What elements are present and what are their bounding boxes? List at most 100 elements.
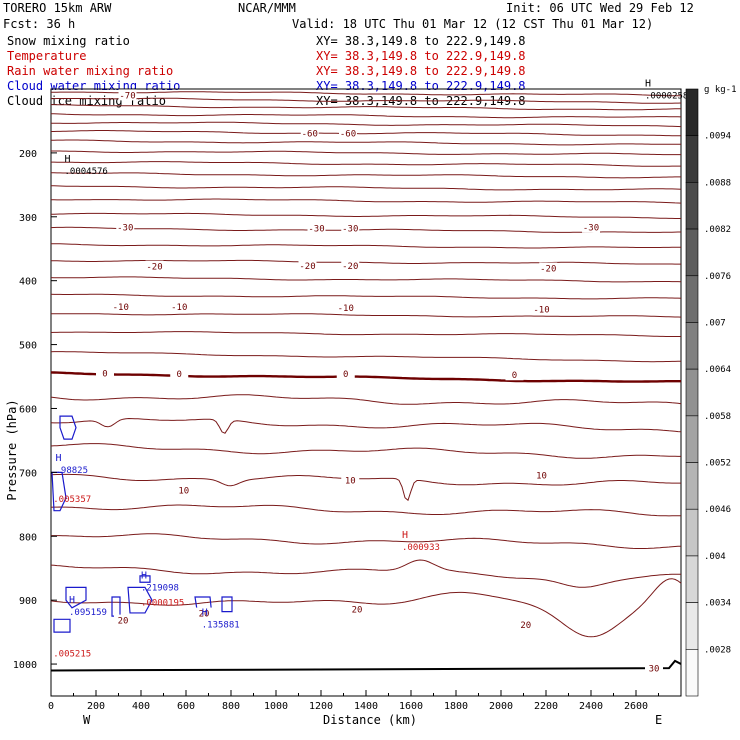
extremum-marker: H	[645, 79, 651, 90]
colorbar-swatch	[685, 508, 699, 557]
ground-line	[50, 659, 682, 672]
label-mask	[336, 302, 355, 314]
y-tick-label: 700	[19, 468, 37, 479]
legend-temperature: Temperature	[7, 49, 86, 63]
field-legend: Snow mixing ratio Temperature Rain water…	[7, 34, 526, 108]
isotherm-line	[50, 417, 682, 434]
label-mask	[341, 474, 360, 486]
y-tick-label: 300	[19, 213, 37, 224]
label-mask	[96, 367, 114, 379]
forecast-hour: Fcst: 36 h	[3, 17, 75, 31]
valid-time: Valid: 18 UTC Thu 01 Mar 12 (12 CST Thu …	[292, 17, 653, 31]
extremum-marker: H	[141, 571, 147, 582]
y-tick-label: 1000	[13, 660, 37, 671]
temperature-label: 30	[649, 665, 660, 675]
colorbar-label: .0028	[704, 645, 731, 655]
cloud-water-contour	[65, 586, 87, 609]
temperature-label: -30	[342, 224, 358, 234]
isotherm-line	[51, 104, 682, 111]
legend-rain: Rain water mixing ratio	[7, 64, 173, 78]
label-mask	[111, 300, 130, 312]
isotherm-line	[50, 351, 681, 363]
extremum-value: .000933	[402, 543, 440, 553]
xy-rain: XY= 38.3,149.8 to 222.9,149.8	[316, 64, 526, 78]
label-mask	[307, 222, 326, 234]
x-tick-label: 1200	[309, 701, 333, 712]
extremum-marker: H	[69, 595, 75, 606]
temperature-label: -30	[117, 224, 133, 234]
model-title: TORERO 15km ARW	[3, 1, 112, 15]
isotherm-line	[51, 130, 682, 137]
init-time: Init: 06 UTC Wed 29 Feb 12	[506, 1, 694, 15]
x-tick-label: 400	[132, 701, 150, 712]
temperature-label: -30	[308, 224, 324, 234]
temperature-label: -60	[340, 130, 356, 140]
x-tick-label: 0	[48, 701, 54, 712]
temperature-label: -30	[583, 224, 599, 234]
x-axis: 0 200 400 600 800 1000 1200 1400 1600 1800 2000 220…	[48, 690, 659, 712]
isotherm-line	[51, 313, 682, 318]
label-mask	[348, 603, 366, 615]
temperature-label: 20	[352, 606, 363, 616]
isotherm-line	[50, 559, 681, 588]
x-tick-label: 1800	[444, 701, 468, 712]
temperature-label: 10	[536, 472, 547, 482]
isotherm-line	[50, 276, 682, 283]
colorbar-label: .0064	[704, 365, 731, 375]
temperature-label: 10	[178, 486, 189, 496]
isotherm-line	[50, 371, 681, 383]
label-mask	[539, 262, 558, 274]
isotherm-line	[50, 578, 682, 638]
colorbar-swatch	[685, 462, 699, 510]
temperature-label: 10	[345, 477, 356, 487]
temperature-label: -20	[540, 265, 556, 275]
x-tick-label: 1400	[354, 701, 378, 712]
isotherm-line	[50, 293, 682, 300]
isotherm-line	[51, 150, 681, 156]
y-tick-label: 900	[19, 596, 37, 607]
colorbar-swatch	[685, 228, 699, 277]
temperature-label: 0	[177, 370, 182, 380]
label-mask	[170, 367, 189, 379]
isotherm-line	[51, 121, 682, 128]
colorbar-swatch	[685, 322, 699, 370]
label-mask	[114, 614, 132, 626]
extremum-value: .005215	[53, 649, 91, 659]
x-tick-label: 2000	[489, 701, 513, 712]
x-tick-label: 1600	[399, 701, 423, 712]
isotherm-line	[51, 473, 681, 502]
extremum-value: .219098	[141, 584, 179, 594]
cloud-water-contour	[221, 596, 233, 613]
label-mask	[116, 221, 135, 233]
y-axis: 200 300 400 500 600 700 800 900 1000	[13, 149, 57, 671]
isotherm-line	[51, 91, 681, 97]
temperature-labels: -70 -60 -60 -30 -30 -30 -30 -20 -20 -20 -20 -10 -10 -…	[96, 89, 663, 675]
isotherm-line	[51, 243, 681, 249]
cloud-water-contour	[51, 471, 67, 512]
isotherm-line	[50, 504, 681, 517]
temperature-label: 0	[102, 369, 107, 379]
colorbar-swatch	[685, 275, 699, 323]
temperature-label: 20	[520, 621, 531, 631]
label-mask	[341, 222, 360, 234]
extremum-marker: H	[56, 453, 62, 464]
center-title: NCAR/MMM	[238, 1, 296, 15]
extrema-labels: H .0000258 H .0004576 H .98825 .005357 H .000933…	[53, 79, 688, 660]
label-mask	[118, 89, 137, 101]
isotherm-line	[51, 139, 681, 146]
isotherm-line	[51, 97, 682, 104]
extremum-value: .0000258	[645, 92, 688, 102]
y-tick-label: 600	[19, 404, 37, 415]
colorbar-unit: g kg-1	[704, 85, 737, 95]
colorbar-swatch	[685, 415, 699, 463]
x-tick-label: 2600	[624, 701, 648, 712]
y-axis-title: Pressure (hPa)	[5, 399, 19, 500]
colorbar-label: .0058	[704, 412, 731, 422]
x-tick-label: 2400	[579, 701, 603, 712]
isotherm-line	[50, 113, 682, 119]
legend-snow: Snow mixing ratio	[7, 34, 130, 48]
isotherm-line	[51, 172, 681, 179]
temperature-label: 20	[199, 610, 210, 620]
xy-temperature: XY= 38.3,149.8 to 222.9,149.8	[316, 49, 526, 63]
label-mask	[645, 662, 663, 674]
